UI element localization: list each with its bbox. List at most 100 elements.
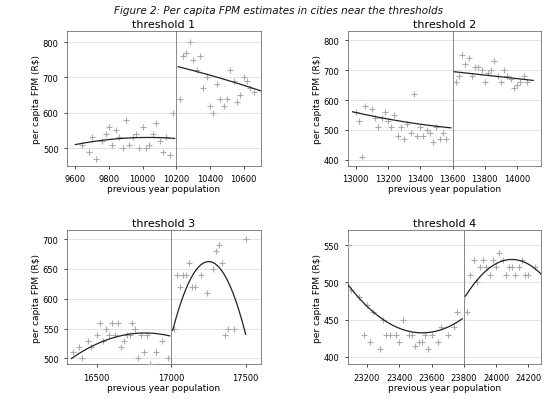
Point (218, 260, 227, 266)
Point (474, 65, 483, 71)
Point (367, 107, 376, 113)
Point (495, 249, 504, 256)
Point (122, 117, 131, 124)
Point (427, 332, 436, 338)
Point (125, 142, 134, 148)
Point (377, 115, 386, 122)
Point (152, 350, 161, 356)
Point (352, 109, 360, 116)
Point (185, 40, 194, 46)
Point (458, 53, 466, 60)
Point (148, 131, 157, 138)
Point (451, 80, 460, 86)
Y-axis label: per capita FPM (R$): per capita FPM (R$) (32, 55, 41, 144)
Point (125, 332, 134, 338)
Point (199, 85, 208, 92)
Point (435, 136, 444, 143)
Point (497, 80, 506, 86)
Point (101, 131, 110, 138)
Point (417, 339, 426, 345)
Point (511, 272, 520, 279)
Point (432, 124, 441, 131)
Point (385, 332, 394, 338)
Point (475, 264, 484, 271)
Point (466, 272, 475, 279)
Point (408, 332, 417, 338)
Point (122, 332, 131, 338)
Point (416, 124, 425, 131)
Point (78, 142, 86, 148)
Point (488, 257, 497, 264)
X-axis label: previous year population: previous year population (107, 185, 220, 194)
Point (185, 260, 194, 266)
Point (398, 317, 407, 323)
Point (374, 124, 383, 131)
Point (508, 264, 517, 271)
Title: threshold 4: threshold 4 (413, 218, 476, 228)
Point (376, 346, 384, 353)
Point (137, 332, 146, 338)
Point (506, 77, 515, 83)
Point (116, 343, 125, 350)
Point (115, 135, 124, 141)
Point (134, 355, 143, 362)
Point (504, 264, 513, 271)
Point (514, 264, 523, 271)
Point (191, 284, 200, 290)
Point (513, 83, 522, 89)
Point (493, 74, 502, 80)
Point (213, 82, 222, 89)
Point (172, 272, 181, 279)
Point (410, 92, 418, 98)
Point (182, 50, 191, 57)
Point (104, 124, 113, 131)
Point (500, 68, 509, 75)
Point (132, 131, 141, 138)
Point (482, 264, 491, 271)
Point (202, 75, 211, 81)
Point (86, 343, 95, 350)
Point (219, 103, 228, 110)
Point (498, 257, 507, 264)
Point (249, 89, 258, 96)
Point (182, 272, 191, 279)
Title: threshold 1: threshold 1 (132, 20, 195, 30)
Point (209, 266, 218, 273)
Point (142, 145, 151, 152)
Point (145, 142, 154, 148)
Point (379, 317, 388, 323)
Point (354, 294, 363, 301)
Point (214, 242, 223, 249)
Point (487, 68, 496, 75)
Point (104, 332, 113, 338)
Point (492, 264, 501, 271)
Point (441, 136, 450, 143)
Point (223, 326, 232, 332)
Point (91, 156, 100, 162)
Point (74, 343, 83, 350)
Point (468, 74, 477, 80)
Point (509, 86, 518, 92)
Point (108, 142, 117, 148)
Point (501, 272, 510, 279)
Point (439, 130, 448, 137)
Point (246, 85, 255, 92)
Point (111, 128, 120, 134)
Point (463, 309, 472, 315)
Point (363, 302, 372, 308)
Point (95, 320, 104, 326)
Point (229, 326, 238, 332)
Point (236, 93, 245, 99)
Point (477, 68, 486, 75)
Point (84, 149, 93, 156)
Point (163, 355, 172, 362)
Point (205, 103, 214, 110)
Point (411, 343, 420, 349)
Point (390, 113, 399, 119)
Point (426, 130, 435, 137)
Point (424, 346, 433, 353)
Point (461, 62, 470, 68)
Y-axis label: per capita FPM (R$): per capita FPM (R$) (313, 253, 322, 342)
Point (140, 350, 149, 356)
Point (484, 71, 493, 77)
